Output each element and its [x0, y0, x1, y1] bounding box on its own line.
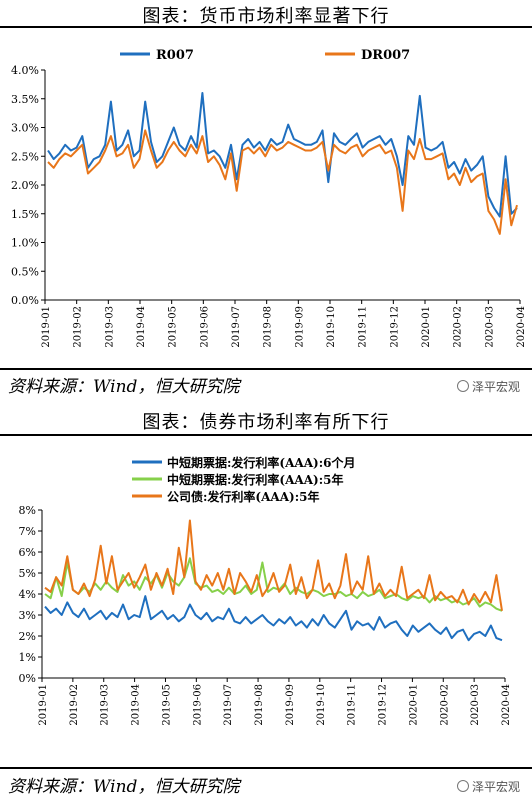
- watermark-1: 泽平宏观: [456, 378, 520, 395]
- chart2-title: 图表：债券市场利率有所下行: [142, 412, 390, 433]
- x-tick-label: 2019-09: [285, 684, 296, 726]
- y-tick-label: 7%: [19, 525, 36, 538]
- x-tick-label: 2019-12: [389, 306, 400, 348]
- chart2-bottom-rule: [0, 767, 532, 769]
- series-line-2: [44, 557, 503, 612]
- legend-label: DR007: [361, 48, 410, 63]
- x-tick-label: 2019-11: [358, 306, 369, 348]
- x-tick-label: 2019-10: [316, 684, 327, 726]
- x-tick-label: 2020-02: [439, 684, 450, 726]
- y-tick-label: 2.5%: [11, 150, 39, 163]
- x-tick-label: 2019-02: [69, 684, 80, 726]
- legend-label: 公司债:发行利率(AAA):5年: [167, 489, 320, 504]
- y-tick-label: 6%: [19, 546, 36, 559]
- x-tick-label: 2019-01: [38, 684, 49, 726]
- x-tick-label: 2019-01: [41, 306, 52, 348]
- x-tick-label: 2020-01: [408, 684, 419, 726]
- series-line-1: [44, 595, 503, 642]
- chart1-top-rule: [0, 26, 532, 28]
- x-tick-label: 2019-08: [263, 306, 274, 348]
- y-tick-label: 8%: [19, 504, 36, 517]
- x-tick-label: 2019-08: [254, 684, 265, 726]
- y-tick-label: 3.0%: [11, 122, 39, 135]
- watermark-text: 泽平宏观: [471, 780, 520, 794]
- x-tick-label: 2020-04: [516, 306, 527, 348]
- x-tick-label: 2019-07: [223, 684, 234, 726]
- chart1-source: 资料来源：Wind，恒大研究院: [8, 377, 240, 397]
- x-tick-label: 2019-04: [136, 306, 147, 348]
- x-tick-label: 2019-03: [104, 306, 115, 348]
- x-tick-label: 2019-04: [131, 684, 142, 726]
- series-line-3: [44, 519, 503, 611]
- x-tick-label: 2019-12: [378, 684, 389, 726]
- x-tick-label: 2020-03: [470, 684, 481, 726]
- legend-label: 中短期票据:发行利率(AAA):6个月: [167, 455, 356, 470]
- x-tick-label: 2020-04: [501, 684, 512, 726]
- series-line-1: [47, 92, 518, 218]
- x-tick-label: 2019-03: [100, 684, 111, 726]
- y-tick-label: 2%: [19, 630, 36, 643]
- legend-label: 中短期票据:发行利率(AAA):5年: [167, 472, 344, 487]
- watermark-2: 泽平宏观: [456, 778, 520, 795]
- chart2-top-rule: [0, 434, 532, 436]
- y-tick-label: 4.0%: [11, 64, 39, 77]
- y-tick-label: 1%: [19, 651, 36, 664]
- y-tick-label: 4%: [19, 588, 36, 601]
- wechat-icon: [456, 380, 469, 392]
- x-tick-label: 2019-05: [168, 306, 179, 348]
- y-tick-label: 0.0%: [11, 294, 39, 307]
- x-tick-label: 2020-03: [484, 306, 495, 348]
- x-tick-label: 2019-02: [73, 306, 84, 348]
- chart2-source: 资料来源：Wind，恒大研究院: [8, 777, 240, 797]
- wechat-icon: [456, 780, 469, 792]
- chart2-svg: 0% 1% 2% 3% 4% 5% 6% 7% 8% 2019-01 2019-02 2019-03 2…: [19, 455, 512, 726]
- x-tick-label: 2019-05: [161, 684, 172, 726]
- x-tick-label: 2020-01: [421, 306, 432, 348]
- y-tick-label: 0.5%: [11, 265, 39, 278]
- y-tick-label: 3%: [19, 609, 36, 622]
- y-tick-label: 1.0%: [11, 237, 39, 250]
- x-tick-label: 2019-06: [192, 684, 203, 726]
- y-tick-label: 0%: [19, 672, 36, 685]
- x-tick-label: 2019-09: [294, 306, 305, 348]
- y-tick-label: 1.5%: [11, 208, 39, 221]
- legend-label: R007: [156, 48, 194, 63]
- x-tick-label: 2019-06: [199, 306, 210, 348]
- x-tick-label: 2019-10: [326, 306, 337, 348]
- x-tick-label: 2019-11: [347, 684, 358, 726]
- y-tick-label: 2.0%: [11, 179, 39, 192]
- x-tick-label: 2020-02: [453, 306, 464, 348]
- chart1-bottom-rule: [0, 368, 532, 370]
- y-tick-label: 5%: [19, 567, 36, 580]
- chart1-svg: 0.0% 0.5% 1.0% 1.5% 2.0% 2.5% 3.0% 3.5% 4.0% 2019…: [11, 48, 527, 348]
- watermark-text: 泽平宏观: [471, 380, 520, 394]
- chart1-title: 图表：货币市场利率显著下行: [142, 6, 390, 27]
- series-line-2: [47, 129, 518, 235]
- y-tick-label: 3.5%: [11, 93, 39, 106]
- x-tick-label: 2019-07: [231, 306, 242, 348]
